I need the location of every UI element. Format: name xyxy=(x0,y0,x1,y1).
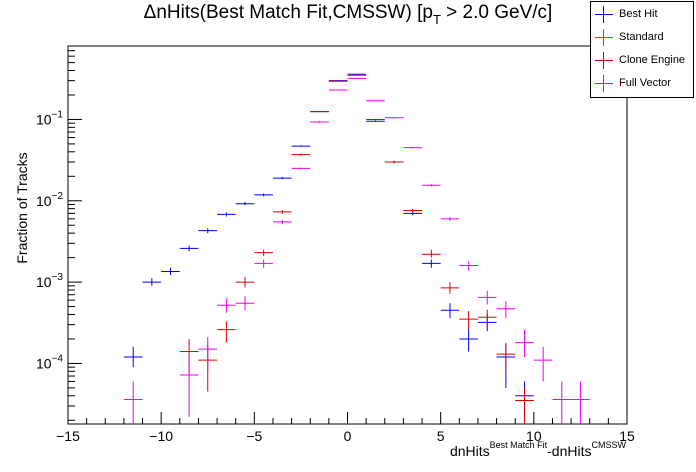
data-point-full-vector xyxy=(515,329,534,357)
data-point-clone-engine xyxy=(217,321,236,343)
legend-label-full-vector: Full Vector xyxy=(619,77,671,89)
legend-entry-full-vector: Full Vector xyxy=(591,73,693,95)
data-point-full-vector xyxy=(496,301,516,319)
data-point-full-vector xyxy=(384,117,404,119)
data-point-clone-engine xyxy=(515,387,534,424)
legend-marker-best-hit xyxy=(593,4,615,26)
data-point-full-vector xyxy=(123,381,143,424)
x-tick-label: 10 xyxy=(526,428,542,444)
data-point-clone-engine xyxy=(477,309,497,328)
x-axis-label-sup1: Best Match Fit xyxy=(489,440,548,450)
data-point-clone-engine xyxy=(310,111,329,113)
data-point-best-hit xyxy=(254,193,273,197)
data-point-clone-engine xyxy=(254,249,273,256)
data-point-best-hit xyxy=(179,245,199,252)
legend-label-standard: Standard xyxy=(619,31,664,43)
data-point-best-hit xyxy=(440,303,460,319)
x-axis-label-part2: -dnHits xyxy=(547,443,592,459)
data-point-full-vector xyxy=(254,259,273,268)
x-tick-label: −15 xyxy=(56,428,80,444)
data-point-clone-engine xyxy=(440,282,460,294)
data-point-full-vector xyxy=(422,184,441,187)
data-point-best-hit xyxy=(272,177,292,180)
chart-title-main: ΔnHits(Best Match Fit,CMSSW) [p xyxy=(143,2,433,23)
data-point-full-vector xyxy=(179,354,199,417)
data-point-best-hit xyxy=(347,73,367,75)
data-point-full-vector xyxy=(291,167,311,170)
data-point-best-hit xyxy=(198,228,218,234)
data-point-full-vector xyxy=(552,381,572,424)
y-axis-label: Fraction of Tracks xyxy=(14,152,30,264)
data-point-full-vector xyxy=(272,220,292,224)
chart-title: ΔnHits(Best Match Fit,CMSSW) [pT > 2.0 G… xyxy=(0,2,696,27)
data-point-full-vector xyxy=(571,381,590,424)
data-point-full-vector xyxy=(366,100,385,102)
data-point-clone-engine xyxy=(366,118,385,121)
data-point-clone-engine xyxy=(422,249,441,258)
legend-entry-clone-engine: Clone Engine xyxy=(591,50,693,72)
x-tick-label: 0 xyxy=(344,428,352,444)
data-point-clone-engine xyxy=(459,311,478,330)
data-point-clone-engine xyxy=(291,153,311,156)
data-point-full-vector xyxy=(403,146,423,149)
data-point-clone-engine xyxy=(235,276,255,288)
data-point-full-vector xyxy=(328,89,348,91)
data-point-best-hit xyxy=(161,267,180,276)
data-point-best-hit xyxy=(459,328,478,352)
y-tick-label: 10−2 xyxy=(36,191,63,209)
data-point-clone-engine xyxy=(347,74,367,76)
data-point-full-vector xyxy=(310,121,329,123)
x-tick-label: −10 xyxy=(149,428,173,444)
chart-title-subscript: T xyxy=(432,12,441,27)
x-tick-label: −5 xyxy=(246,428,262,444)
x-axis-label: dnHitsBest Match Fit-dnHitsCMSSW xyxy=(450,440,626,459)
data-point-clone-engine xyxy=(403,208,423,213)
legend-entry-standard: Standard xyxy=(591,27,693,49)
x-tick-label: 5 xyxy=(437,428,445,444)
data-point-full-vector xyxy=(217,298,236,313)
y-tick-label: 10−3 xyxy=(36,272,63,290)
data-point-best-hit xyxy=(291,145,311,147)
legend-marker-full-vector xyxy=(593,73,615,95)
data-point-full-vector xyxy=(533,346,553,382)
data-point-full-vector xyxy=(198,337,218,372)
y-tick-label: 10−4 xyxy=(36,353,63,371)
data-point-full-vector xyxy=(477,290,497,305)
data-point-best-hit xyxy=(142,278,162,286)
chart-title-tail: > 2.0 GeV/c] xyxy=(440,2,553,23)
y-tick-label: 10−1 xyxy=(36,109,63,127)
data-point-best-hit xyxy=(235,201,255,206)
data-point-clone-engine xyxy=(384,160,404,164)
data-point-full-vector xyxy=(440,217,460,221)
data-point-best-hit xyxy=(123,346,143,368)
legend-label-best-hit: Best Hit xyxy=(619,8,658,20)
data-point-clone-engine xyxy=(272,210,292,214)
data-point-full-vector xyxy=(235,296,255,311)
data-point-full-vector xyxy=(347,77,367,79)
x-axis-label-sup2: CMSSW xyxy=(591,440,627,450)
data-point-best-hit xyxy=(366,120,385,123)
x-axis-label-part1: dnHits xyxy=(449,443,490,459)
legend-label-clone-engine: Clone Engine xyxy=(619,54,686,66)
data-point-clone-engine xyxy=(328,80,348,82)
legend-marker-standard xyxy=(593,27,615,49)
legend-marker-clone-engine xyxy=(593,50,615,72)
data-point-best-hit xyxy=(217,212,236,217)
legend: Best Hit Standard Clone Engine Full Vect… xyxy=(590,1,694,98)
x-tick-label: 15 xyxy=(619,428,635,444)
legend-entry-best-hit: Best Hit xyxy=(591,4,693,26)
data-point-best-hit xyxy=(422,259,441,268)
data-point-clone-engine xyxy=(496,342,516,372)
data-point-full-vector xyxy=(459,261,478,271)
